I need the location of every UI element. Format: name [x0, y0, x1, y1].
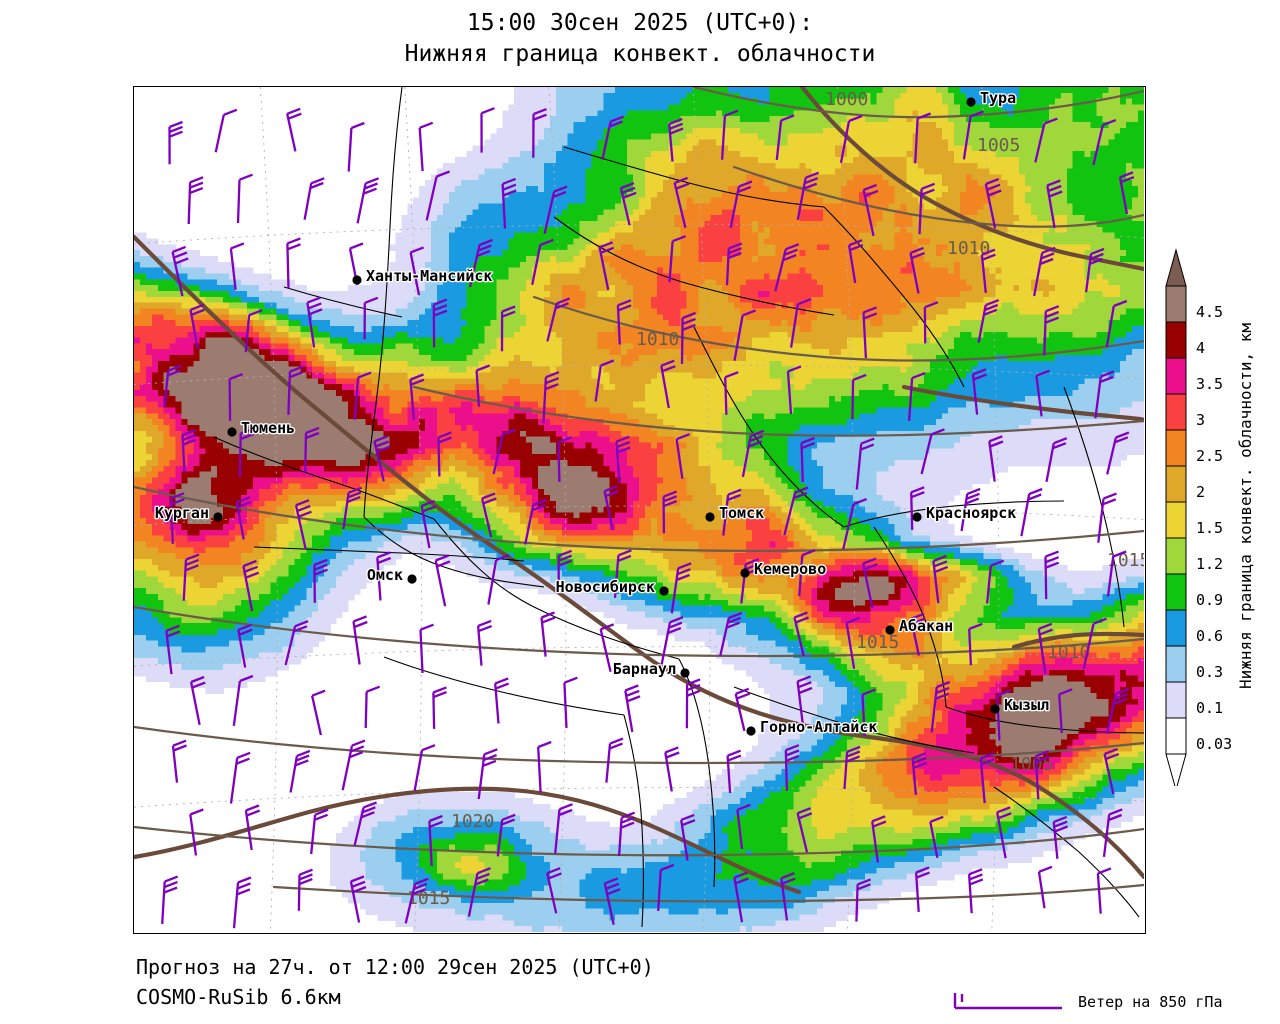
city-dot[interactable]: [740, 568, 750, 578]
isobar-label: 1015: [856, 632, 899, 653]
isobar-label: 1020: [451, 811, 494, 832]
city-dot[interactable]: [407, 574, 417, 584]
colorbar-band: [1165, 501, 1187, 539]
colorbar-band: [1165, 537, 1187, 575]
colorbar-tick-label: 1.5: [1196, 519, 1224, 537]
colorbar-band: [1165, 465, 1187, 503]
city-dot[interactable]: [705, 512, 715, 522]
colorbar-band: [1165, 645, 1187, 683]
wind-legend-label: Ветер на 850 гПа: [1078, 993, 1223, 1011]
colorbar-band: [1165, 393, 1187, 431]
isobar-label: 1000: [825, 89, 868, 110]
city-dot[interactable]: [227, 427, 237, 437]
city-label: Барнаул: [613, 660, 676, 678]
colorbar-band: [1165, 321, 1187, 359]
colorbar-top-arrow: [1165, 248, 1187, 287]
colorbar-tick-label: 0.03: [1196, 735, 1233, 753]
colorbar-band: [1165, 285, 1187, 323]
isobar-label: 1010: [636, 329, 679, 350]
city-dot[interactable]: [680, 668, 690, 678]
city-dot[interactable]: [213, 512, 223, 522]
city-label: Курган: [155, 504, 209, 522]
colorbar-swatches: [1165, 248, 1187, 786]
city-dot[interactable]: [990, 704, 1000, 714]
map-canvas: 1000100510101015101510101015101010051020…: [134, 87, 1144, 932]
colorbar-tick-label: 0.3: [1196, 663, 1224, 681]
colorbar-tick-label: 3: [1196, 411, 1206, 429]
colorbar-legend: Нижняя граница конвект. облачности, км 4…: [1160, 246, 1280, 786]
wind-legend: Ветер на 850 гПа: [950, 990, 1223, 1014]
city-dot[interactable]: [659, 586, 669, 596]
city-label: Ханты-Мансийск: [366, 267, 492, 285]
wind-barb-icon: [953, 993, 1062, 1010]
colorbar-band: [1165, 609, 1187, 647]
forecast-valid-time: 15:00 30сен 2025 (UTC+0):: [466, 10, 814, 36]
city-label: Омск: [367, 566, 403, 584]
colorbar-tick-label: 3.5: [1196, 375, 1224, 393]
isobar-label: 1010: [947, 238, 990, 259]
city-label: Томск: [719, 504, 764, 522]
colorbar-tick-label: 0.9: [1196, 591, 1224, 609]
city-dot[interactable]: [966, 97, 976, 107]
colorbar-tick-label: 4: [1196, 339, 1206, 357]
city-dot[interactable]: [352, 275, 362, 285]
footer-block: Прогноз на 27ч. от 12:00 29сен 2025 (UTC…: [136, 952, 654, 1012]
title-block: 15:00 30сен 2025 (UTC+0): Нижняя граница…: [0, 8, 1280, 70]
city-label: Новосибирск: [556, 578, 655, 596]
forecast-parameter-title: Нижняя граница конвект. облачности: [404, 41, 876, 67]
city-label: Абакан: [899, 617, 953, 635]
colorbar-band: [1165, 429, 1187, 467]
colorbar-band: [1165, 681, 1187, 719]
colorbar-bottom-arrow: [1165, 753, 1187, 786]
isobar-lines: [134, 87, 1144, 903]
colorbar-tick-label: 0.6: [1196, 627, 1224, 645]
city-markers: Тура Ханты-Мансийск Тюмень Курган Омск Томск К…: [154, 88, 1051, 738]
colorbar-tick-label: 2.5: [1196, 447, 1224, 465]
city-dot[interactable]: [885, 625, 895, 635]
colorbar-tick-label: 4.5: [1196, 303, 1224, 321]
colorbar-tick-label: 2: [1196, 483, 1206, 501]
city-label: Горно-Алтайск: [760, 718, 877, 736]
colorbar-tick-label: 0.1: [1196, 699, 1224, 717]
colorbar-axis-title: Нижняя граница конвект. облачности, км: [1236, 322, 1255, 690]
colorbar-band: [1165, 573, 1187, 611]
city-label: Кемерово: [754, 560, 826, 578]
isobar-label: 1010: [1047, 642, 1090, 663]
forecast-run-info: Прогноз на 27ч. от 12:00 29сен 2025 (UTC…: [136, 955, 654, 979]
city-dot[interactable]: [912, 512, 922, 522]
city-label: Тюмень: [241, 419, 295, 437]
colorbar-band: [1165, 717, 1187, 755]
city-label: Кызыл: [1004, 696, 1049, 714]
isobar-label: 1005: [977, 135, 1020, 156]
model-name: COSMO-RuSib 6.6км: [136, 985, 341, 1009]
city-label: Тура: [980, 89, 1016, 107]
city-label: Красноярск: [926, 504, 1016, 522]
colorbar-band: [1165, 357, 1187, 395]
city-dot[interactable]: [746, 726, 756, 736]
colorbar-tick-label: 1.2: [1196, 555, 1224, 573]
weather-map[interactable]: 1000100510101015101510101015101010051020…: [133, 86, 1146, 934]
